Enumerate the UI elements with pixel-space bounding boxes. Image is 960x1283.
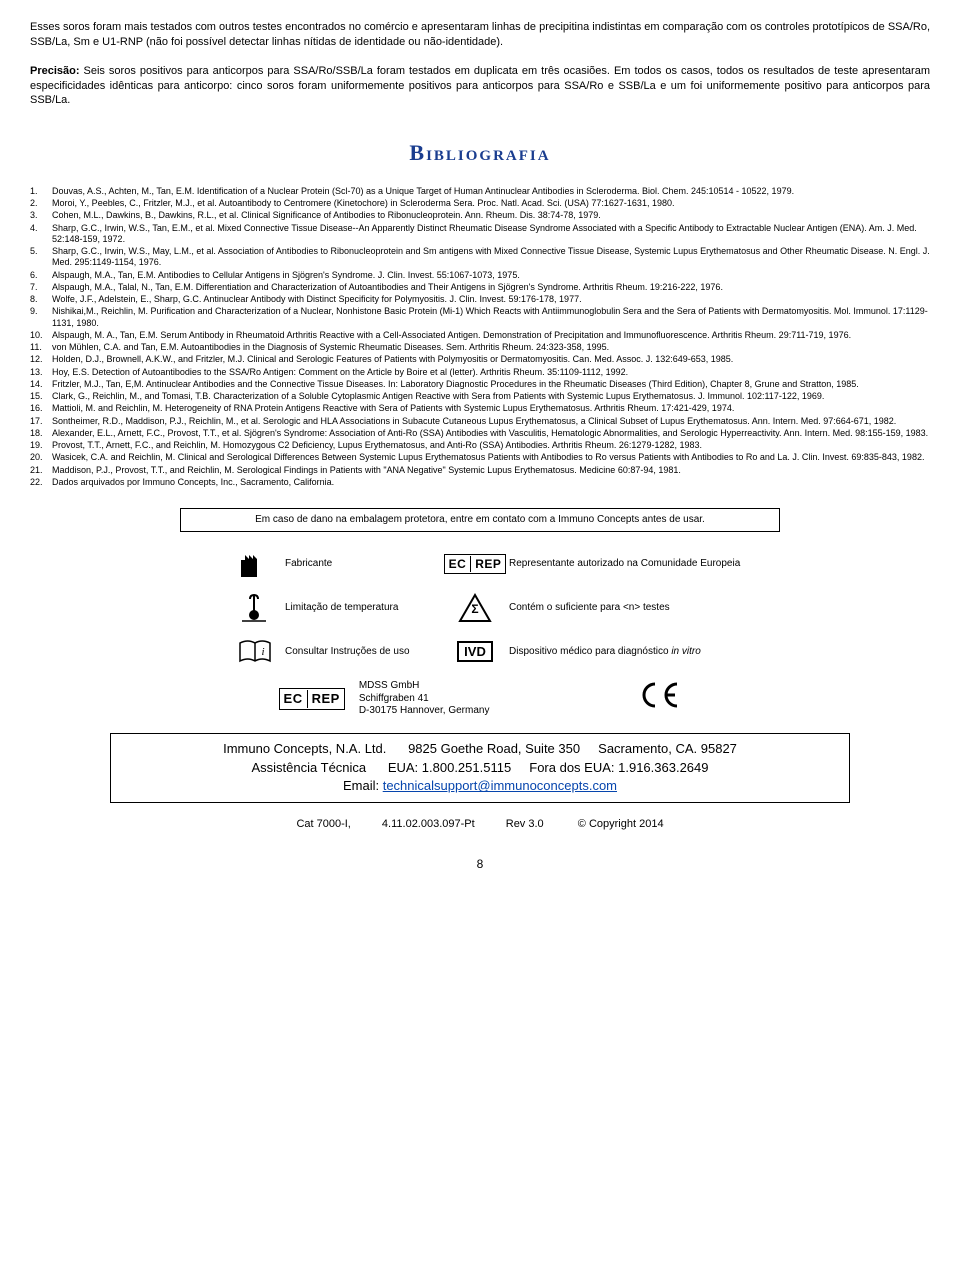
sigma-label: Contém o suficiente para <n> testes [509,602,670,614]
ivd-label: Dispositivo médico para diagnóstico in v… [509,646,701,658]
ecrep-icon-2: ECREP [279,688,345,710]
manufacturer-label: Fabricante [285,558,332,570]
reference-item: 1.Douvas, A.S., Achten, M., Tan, E.M. Id… [30,186,930,197]
catalog-line: Cat 7000-I, 4.11.02.003.097-Pt Rev 3.0 ©… [30,817,930,832]
reference-item: 14.Fritzler, M.J., Tan, E,M. Antinuclear… [30,379,930,390]
reference-item: 16.Mattioli, M. and Reichlin, M. Heterog… [30,403,930,414]
page-number: 8 [30,856,930,872]
reference-item: 4.Sharp, G.C., Irwin, W.S., Tan, E.M., e… [30,223,930,246]
company-name: Immuno Concepts, N.A. Ltd. [223,741,386,756]
reference-item: 13.Hoy, E.S. Detection of Autoantibodies… [30,367,930,378]
email-link[interactable]: technicalsupport@immunoconcepts.com [383,778,617,793]
phone-usa: EUA: 1.800.251.5115 [388,760,511,775]
reference-item: 2.Moroi, Y., Peebles, C., Fritzler, M.J.… [30,198,930,209]
reference-item: 18.Alexander, E.L., Arnett, F.C., Provos… [30,428,930,439]
manufacturer-icon [235,546,275,582]
temperature-label: Limitação de temperatura [285,602,398,614]
reference-item: 5.Sharp, G.C., Irwin, W.S., May, L.M., e… [30,246,930,269]
precision-text: Seis soros positivos para anticorpos par… [30,65,930,107]
phone-intl: Fora dos EUA: 1.916.363.2649 [529,760,708,775]
damage-notice: Em caso de dano na embalagem protetora, … [180,508,780,532]
reference-item: 6.Alspaugh, M.A., Tan, E.M. Antibodies t… [30,270,930,281]
email-label: Email: [343,778,383,793]
ecrep-label: Representante autorizado na Comunidade E… [509,558,740,570]
mdss-address: MDSS GmbH Schiffgraben 41 D-30175 Hannov… [359,680,490,718]
reference-item: 7.Alspaugh, M.A., Talal, N., Tan, E.M. D… [30,282,930,293]
ce-mark-icon [637,680,681,719]
mdss-row: ECREP MDSS GmbH Schiffgraben 41 D-30175 … [30,680,930,719]
symbol-row-1: Fabricante ECREP Representante autorizad… [30,546,930,582]
reference-item: 8.Wolfe, J.F., Adelstein, E., Sharp, G.C… [30,294,930,305]
reference-item: 20.Wasicek, C.A. and Reichlin, M. Clinic… [30,452,930,463]
paragraph-2: Precisão: Seis soros positivos para anti… [30,64,930,109]
reference-item: 10.Alspaugh, M. A., Tan, E.M. Serum Anti… [30,330,930,341]
reference-item: 3.Cohen, M.L., Dawkins, B., Dawkins, R.L… [30,210,930,221]
reference-item: 22.Dados arquivados por Immuno Concepts,… [30,477,930,488]
company-city: Sacramento, CA. 95827 [598,741,737,756]
svg-text:Σ: Σ [471,602,478,616]
paragraph-1: Esses soros foram mais testados com outr… [30,20,930,50]
ecrep-icon: ECREP [455,546,495,582]
consult-label: Consultar Instruções de uso [285,646,410,658]
reference-item: 21.Maddison, P.J., Provost, T.T., and Re… [30,465,930,476]
reference-item: 17.Sontheimer, R.D., Maddison, P.J., Rei… [30,416,930,427]
reference-item: 9.Nishikai,M., Reichlin, M. Purification… [30,306,930,329]
reference-item: 12.Holden, D.J., Brownell, A.K.W., and F… [30,354,930,365]
symbol-row-3: i Consultar Instruções de uso IVD Dispos… [30,634,930,670]
precision-label: Precisão: [30,65,80,77]
tech-support-label: Assistência Técnica [252,760,367,775]
consult-icon: i [235,634,275,670]
temperature-icon [235,590,275,626]
reference-item: 15.Clark, G., Reichlin, M., and Tomasi, … [30,391,930,402]
footer-contact-box: Immuno Concepts, N.A. Ltd. 9825 Goethe R… [110,733,850,804]
company-address: 9825 Goethe Road, Suite 350 [408,741,580,756]
bibliography-heading: Bibliografia [30,138,930,168]
symbol-row-2: Limitação de temperatura Σ Contém o sufi… [30,590,930,626]
svg-text:i: i [261,646,264,658]
sigma-icon: Σ [455,590,495,626]
reference-item: 19.Provost, T.T., Arnett, F.C., and Reic… [30,440,930,451]
references-list: 1.Douvas, A.S., Achten, M., Tan, E.M. Id… [30,186,930,488]
ivd-icon: IVD [455,634,495,670]
reference-item: 11.von Mühlen, C.A. and Tan, E.M. Autoan… [30,342,930,353]
